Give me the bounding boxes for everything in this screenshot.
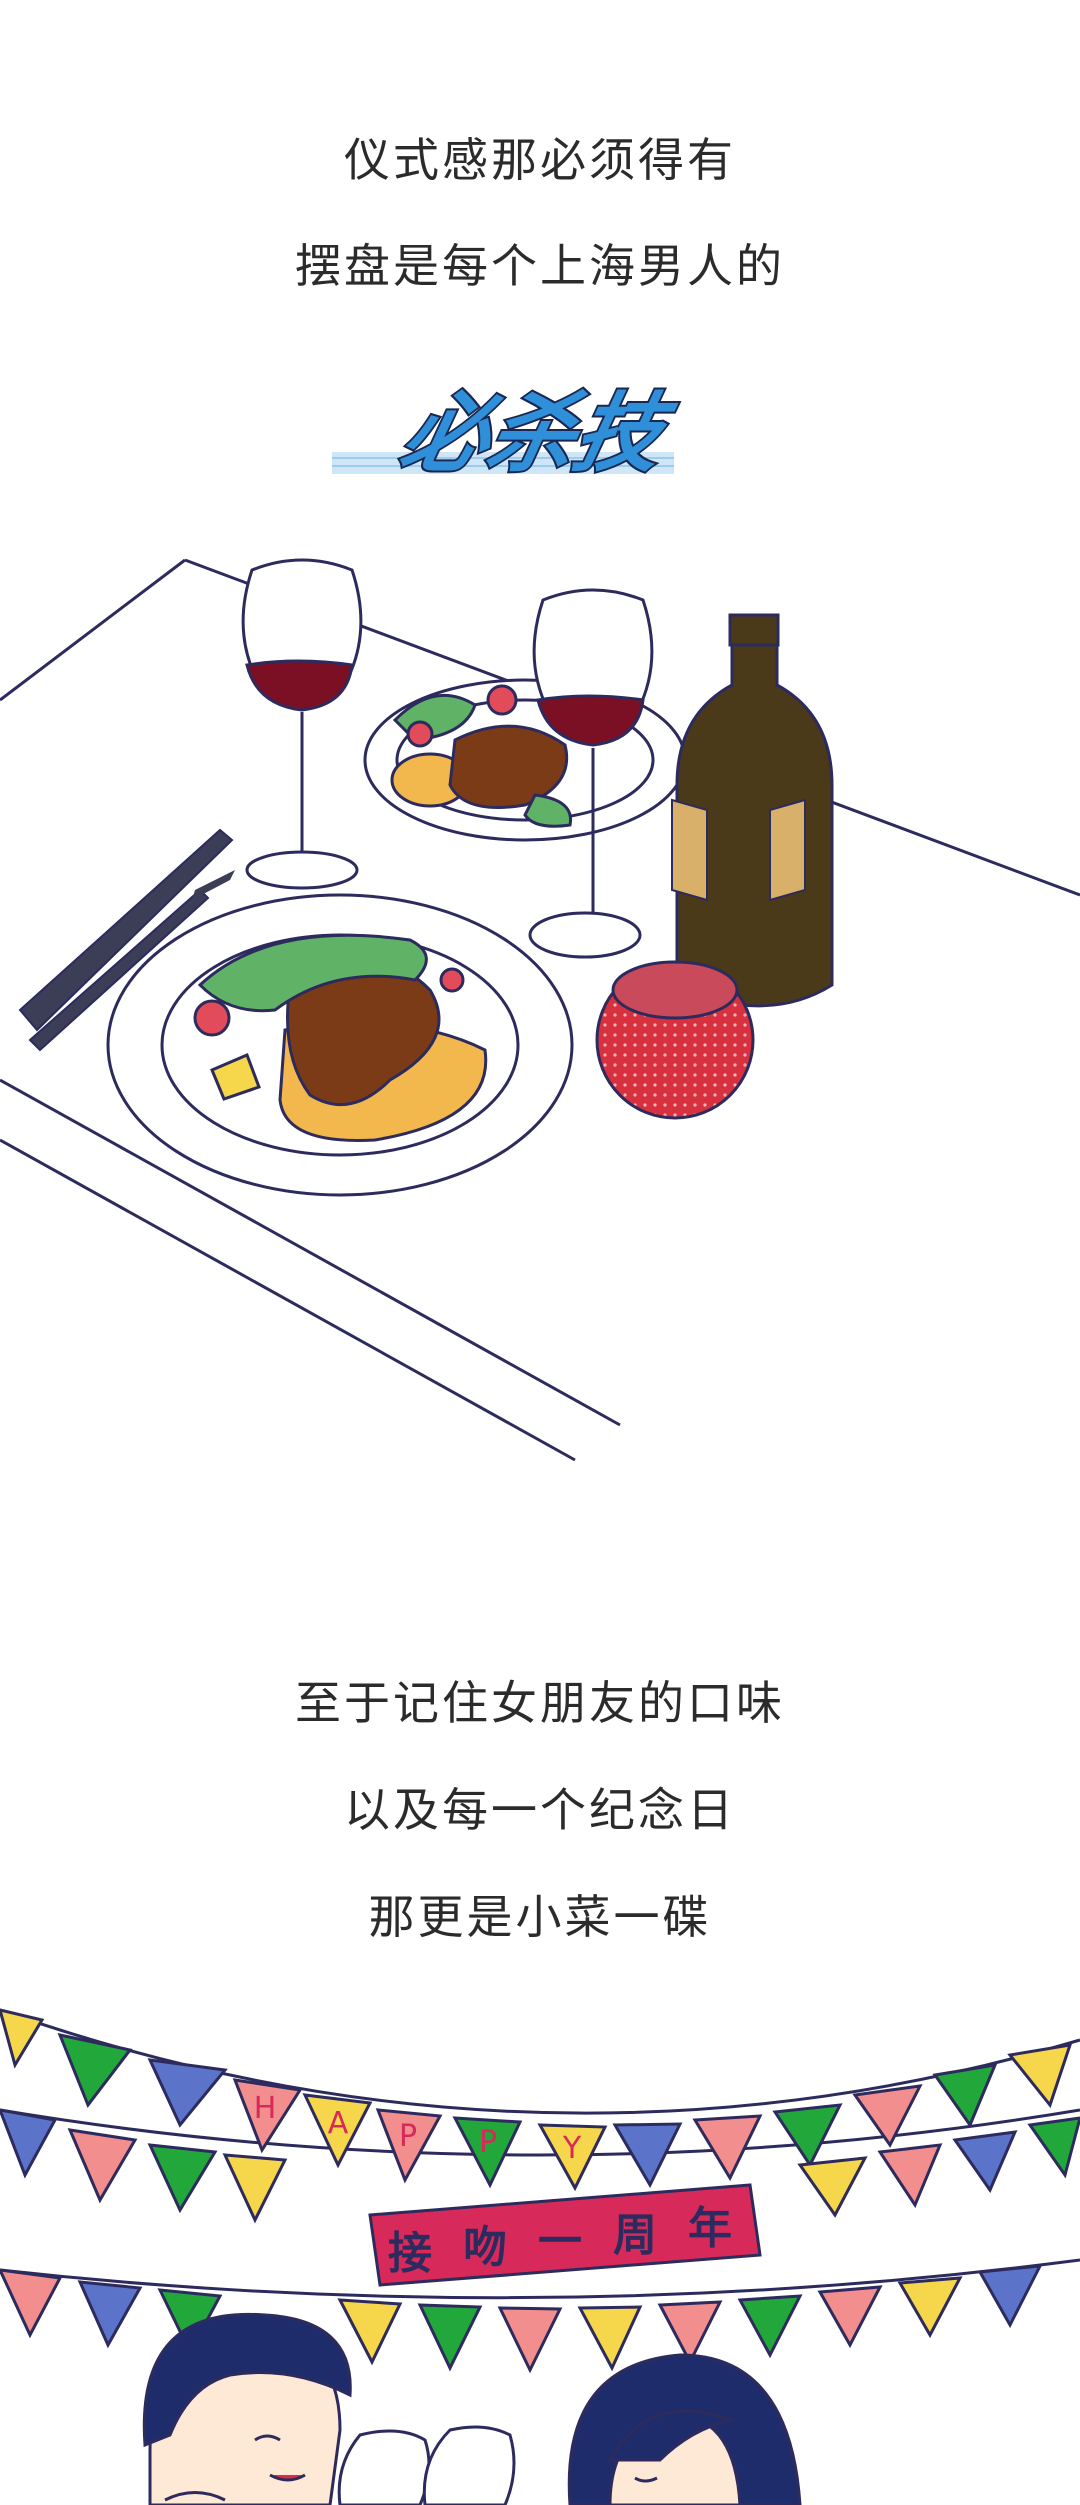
toast-glasses bbox=[337, 2425, 516, 2505]
outro-line-1: 至于记住女朋友的口味 bbox=[295, 1676, 785, 1730]
anniversary-text: 接 吻 一 周 年 bbox=[388, 2203, 732, 2279]
cutlery bbox=[18, 828, 235, 1052]
front-plate bbox=[106, 893, 574, 1197]
outro-line-3: 那更是小菜一碟 bbox=[368, 1890, 712, 1944]
woman-character bbox=[567, 2353, 802, 2505]
happy-letter-3: P bbox=[399, 2119, 417, 2154]
anniversary-char-3: 一 bbox=[538, 2216, 582, 2267]
badge-underline-stripe bbox=[332, 452, 674, 474]
outro-line-2: 以及每一个纪念日 bbox=[344, 1783, 736, 1837]
wine-glass-right bbox=[528, 588, 654, 959]
happy-letter-5: Y bbox=[562, 2131, 582, 2166]
candle-holder bbox=[595, 960, 755, 1120]
bunting-row-top bbox=[0, 2008, 1073, 2192]
anniversary-ribbon bbox=[368, 2183, 762, 2287]
man-character bbox=[142, 2312, 352, 2505]
wine-glass-left bbox=[241, 558, 363, 890]
anniversary-char-5: 年 bbox=[688, 2203, 732, 2254]
intro-line-1: 仪式感那必须得有 bbox=[344, 133, 736, 187]
dinner-table-illustration bbox=[0, 558, 1080, 1462]
badge-text: 必杀技 bbox=[393, 383, 683, 484]
bunting-row-bottom bbox=[0, 2264, 1043, 2374]
anniversary-char-1: 接 bbox=[388, 2228, 432, 2279]
happy-letter-1: H bbox=[254, 2091, 277, 2126]
badge-illustration: 必杀技 bbox=[332, 381, 686, 486]
happy-letters: H A P P Y bbox=[254, 2091, 582, 2166]
happy-letter-2: A bbox=[328, 2106, 349, 2141]
bunting-strings bbox=[0, 2008, 1080, 2300]
anniversary-char-4: 周 bbox=[613, 2210, 657, 2261]
intro-line-2: 摆盘是每个上海男人的 bbox=[295, 239, 785, 293]
anniversary-char-2: 吻 bbox=[463, 2222, 507, 2273]
happy-letter-4: P bbox=[479, 2125, 497, 2160]
bunting-row-middle bbox=[0, 2108, 1080, 2224]
wine-bottle bbox=[671, 613, 834, 1008]
